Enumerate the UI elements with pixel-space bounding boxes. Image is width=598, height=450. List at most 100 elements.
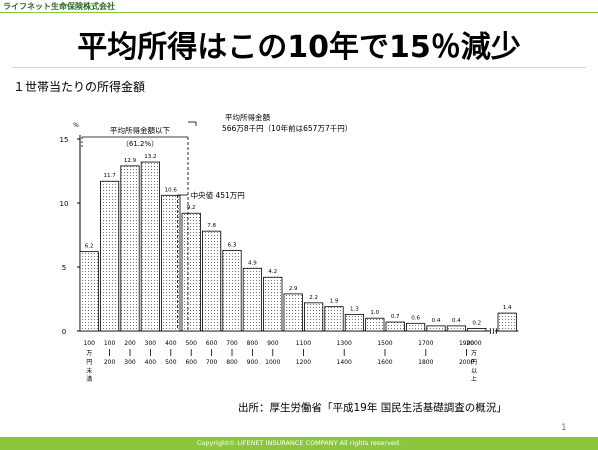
x-tick-label-top: 100 <box>104 340 116 347</box>
mean-label: 平均所得金額 <box>225 112 270 122</box>
bar-value-label: 1.4 <box>503 305 512 311</box>
bar <box>303 302 324 332</box>
bar <box>365 317 385 332</box>
x-tick-label-bottom: 900 <box>247 359 259 366</box>
x-tick-label-bottom: 1600 <box>377 359 392 366</box>
bar <box>283 293 303 332</box>
bar <box>426 325 446 332</box>
bar-value-label: 0.6 <box>411 315 420 321</box>
x-tick-label-bottom: 400 <box>145 359 157 366</box>
bar-value-label: 1.3 <box>350 306 359 312</box>
bar <box>120 165 140 332</box>
below-average-label: 平均所得金額以下 <box>110 125 170 135</box>
x-tick-label-top: 600 <box>206 340 218 347</box>
bar-value-label: 11.7 <box>103 173 116 179</box>
bar <box>201 230 222 332</box>
source-note: 出所：厚生労働省「平成19年 国民生活基礎調査の概況」 <box>238 402 507 414</box>
x-tick-label-top: 300 <box>145 340 157 347</box>
chart-subtitle: １世帯当たりの所得金額 <box>13 80 146 94</box>
bar <box>100 180 120 332</box>
x-tick-label-top: 800 <box>247 340 259 347</box>
x-tick-label-bottom: 600 <box>185 359 197 366</box>
x-tick-label-bottom: 200 <box>104 359 116 366</box>
bar-value-label: 4.2 <box>268 269 277 275</box>
bar-value-label: 0.4 <box>452 318 461 324</box>
x-tick-label-bottom: 1200 <box>296 359 311 366</box>
bar <box>79 251 99 332</box>
x-tick-label-bottom: 1400 <box>337 359 352 366</box>
bar-value-label: 0.7 <box>391 314 400 320</box>
bar <box>446 325 467 332</box>
x-tick-label-bottom: 満 <box>86 375 92 383</box>
bar-value-label: 0.2 <box>472 320 481 326</box>
x-tick-label-bottom: 1800 <box>418 359 433 366</box>
axis-break-mark <box>489 327 498 335</box>
bar <box>497 312 517 332</box>
page-number: 1 <box>561 423 567 433</box>
x-tick-label-top: 1900 <box>459 340 474 347</box>
bar-value-label: 1.0 <box>370 310 379 316</box>
x-tick-label-top: 1700 <box>418 340 433 347</box>
x-tick-label-top: 1500 <box>377 340 392 347</box>
x-tick-label-top: 900 <box>267 340 279 347</box>
y-tick-label: 15 <box>60 136 69 144</box>
bar <box>263 276 283 332</box>
x-tick-label-top: 1300 <box>337 340 352 347</box>
y-axis-unit: % <box>73 122 79 129</box>
x-tick-label-bottom: 800 <box>226 359 238 366</box>
x-tick-label-top: 500 <box>185 340 197 347</box>
bar <box>405 322 426 332</box>
x-tick-label-bottom: 上 <box>471 375 477 383</box>
bar <box>242 267 262 332</box>
bar-value-label: 4.9 <box>248 260 257 266</box>
bar-value-label: 13.2 <box>144 154 156 160</box>
bar-value-label: 9.2 <box>187 205 196 211</box>
x-tick-label-bottom: 700 <box>206 359 218 366</box>
bar <box>324 306 344 332</box>
x-tick-label-top: 100 <box>83 340 95 347</box>
x-tick-label-top: 2000 <box>466 340 481 347</box>
y-tick-label: 0 <box>62 328 66 336</box>
x-tick-label-top: 200 <box>124 340 136 347</box>
bar-value-label: 1.9 <box>330 299 339 305</box>
slide-title: 平均所得はこの10年で15％減少 <box>77 30 521 65</box>
x-tick-label-bottom: 以 <box>471 368 477 375</box>
company-name: ライフネット生命保険株式会社 <box>3 2 115 11</box>
x-tick-label-bottom: 1000 <box>265 359 280 366</box>
bar <box>344 313 365 332</box>
bar <box>181 212 201 332</box>
x-tick-label-mid: 万 <box>86 350 92 357</box>
below-average-percent: （61.2%） <box>122 140 158 148</box>
bar-value-label: 2.2 <box>309 295 318 301</box>
median-label: 中央値 451万円 <box>191 190 245 200</box>
x-tick-label-top: 400 <box>165 340 177 347</box>
mean-value: 566万8千円（10年前は657万7千円） <box>222 123 352 133</box>
x-tick-label-bottom: 未 <box>86 367 92 375</box>
x-tick-label-mid2: 円 <box>86 359 92 366</box>
bar-value-label: 0.4 <box>432 318 441 324</box>
bar-value-label: 12.9 <box>124 158 137 164</box>
bar-value-label: 6.3 <box>228 242 237 248</box>
x-tick-label-top: 700 <box>226 340 238 347</box>
x-tick-label-bottom: 300 <box>124 359 136 366</box>
bar-value-label: 10.6 <box>165 187 178 193</box>
x-tick-label-bottom: 500 <box>165 359 177 366</box>
x-tick-label-mid: 万 <box>471 350 477 357</box>
x-tick-label-mid2: 円 <box>471 359 477 366</box>
y-tick-label: 5 <box>62 264 66 272</box>
x-tick-label-top: 1100 <box>296 340 311 347</box>
bar-value-label: 7.8 <box>207 223 216 229</box>
bar <box>222 249 242 332</box>
bar <box>385 321 405 332</box>
copyright-footer: Copyright© LIFENET INSURANCE COMPANY All… <box>0 437 598 450</box>
bar <box>467 328 487 332</box>
y-tick-label: 10 <box>60 200 69 208</box>
bar <box>140 161 160 332</box>
bar-value-label: 2.9 <box>289 286 298 292</box>
title-divider <box>12 67 586 68</box>
bar <box>161 194 181 332</box>
top-bar: ライフネット生命保険株式会社 <box>0 0 598 13</box>
x-tick-label-bottom: 2000 <box>459 359 474 366</box>
bar-value-label: 6.2 <box>85 244 94 250</box>
